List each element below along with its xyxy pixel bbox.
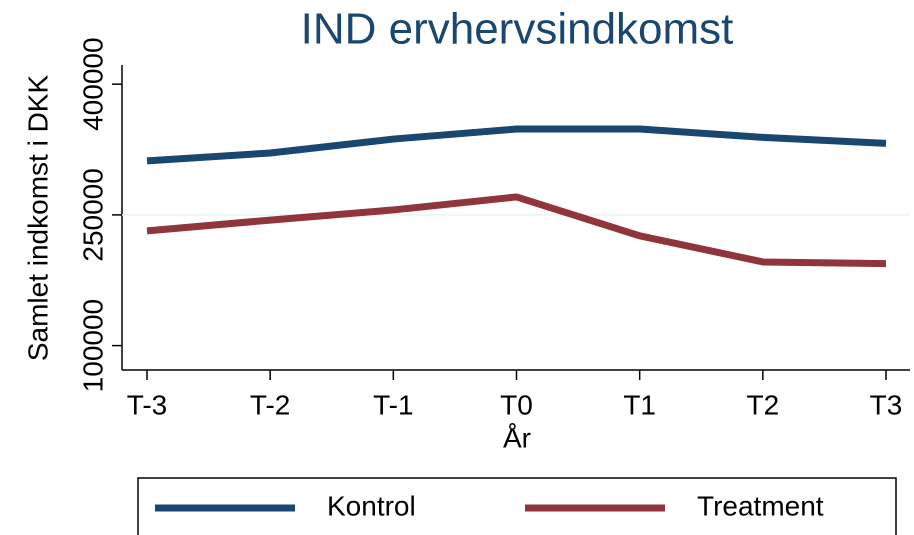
x-tick-label: T2 — [746, 389, 779, 420]
x-tick-label: T1 — [623, 389, 656, 420]
y-axis-label: Samlet indkomst i DKK — [22, 75, 53, 362]
legend-label: Kontrol — [327, 490, 416, 521]
y-tick-label: 400000 — [77, 37, 108, 130]
x-axis-label: År — [503, 422, 531, 453]
series-line — [146, 193, 887, 268]
legend-label: Treatment — [697, 490, 824, 521]
x-tick-label: T3 — [870, 389, 903, 420]
y-tick-label: 250000 — [77, 168, 108, 261]
x-tick-label: T-1 — [373, 389, 413, 420]
y-tick-label: 100000 — [77, 299, 108, 392]
chart-title: IND ervhervsindkomst — [301, 5, 734, 54]
x-tick-label: T0 — [500, 389, 533, 420]
x-tick-label: T-3 — [127, 389, 167, 420]
x-tick-label: T-2 — [250, 389, 290, 420]
series-line — [146, 125, 887, 165]
